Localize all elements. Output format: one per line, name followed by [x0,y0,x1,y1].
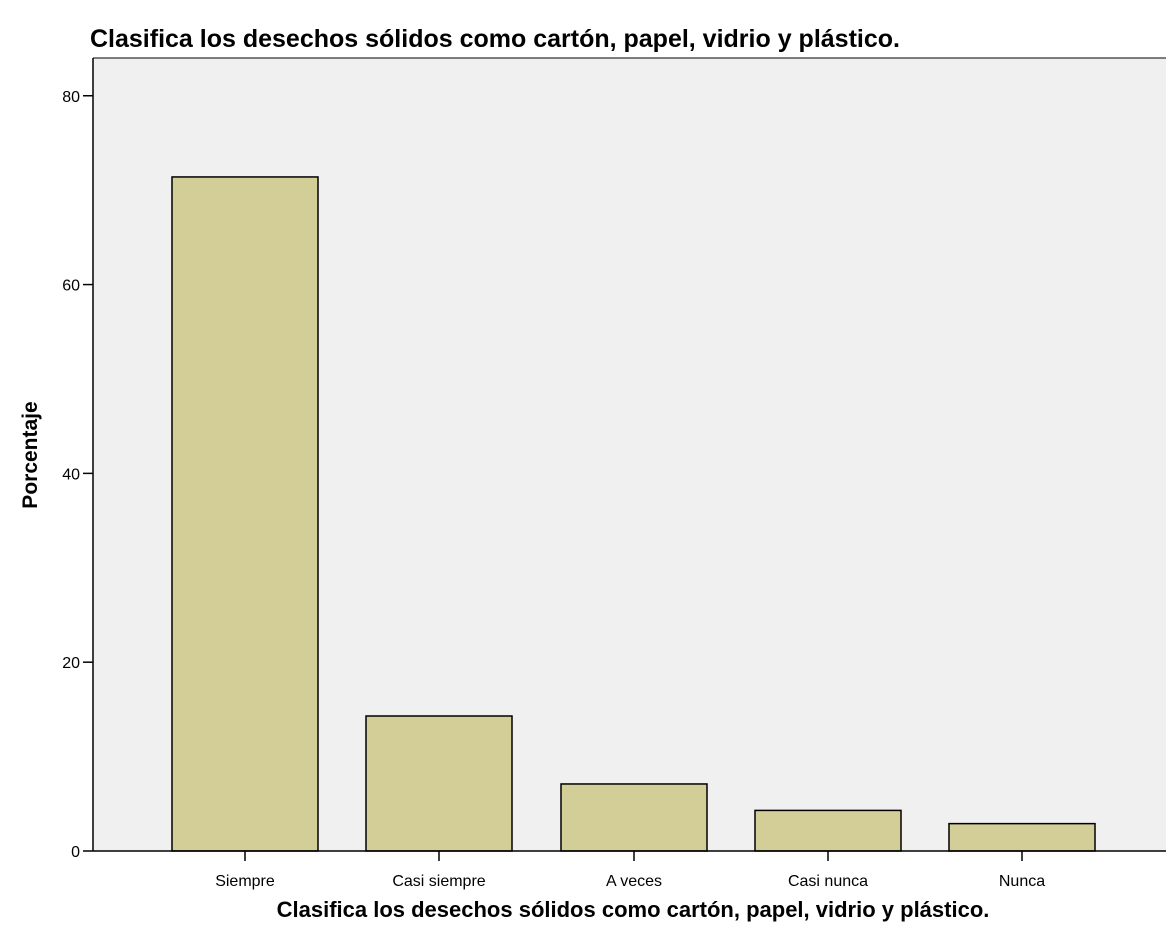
y-tick-label: 40 [62,466,80,483]
x-ticks-group: Siempre Casi siempre A veces Casi nunca Nunc… [215,851,1045,890]
bar-casi-siempre [365,715,513,852]
chart-title: Clasifica los desechos sólidos como cart… [90,25,900,53]
x-category-label: Nunca [999,873,1045,890]
bar-a-veces [560,783,708,852]
x-category-label: Siempre [215,873,275,890]
x-axis-label: Clasifica los desechos sólidos como cart… [277,897,990,922]
bar-siempre [171,176,319,852]
x-category-label: Casi nunca [788,873,868,890]
x-category-label: Casi siempre [392,873,485,890]
y-tick-label: 20 [62,655,80,672]
y-tick-label: 80 [62,89,80,106]
y-ticks-group: 0 20 40 60 80 [62,89,93,861]
bar-nunca [948,822,1096,852]
y-tick-label: 0 [71,844,80,861]
y-axis-label: Porcentaje [19,401,42,508]
bars-group [171,176,1096,852]
x-category-label: A veces [606,873,662,890]
bar-casi-nunca [754,809,902,852]
axes-group [92,57,1166,852]
y-tick-label: 60 [62,278,80,295]
